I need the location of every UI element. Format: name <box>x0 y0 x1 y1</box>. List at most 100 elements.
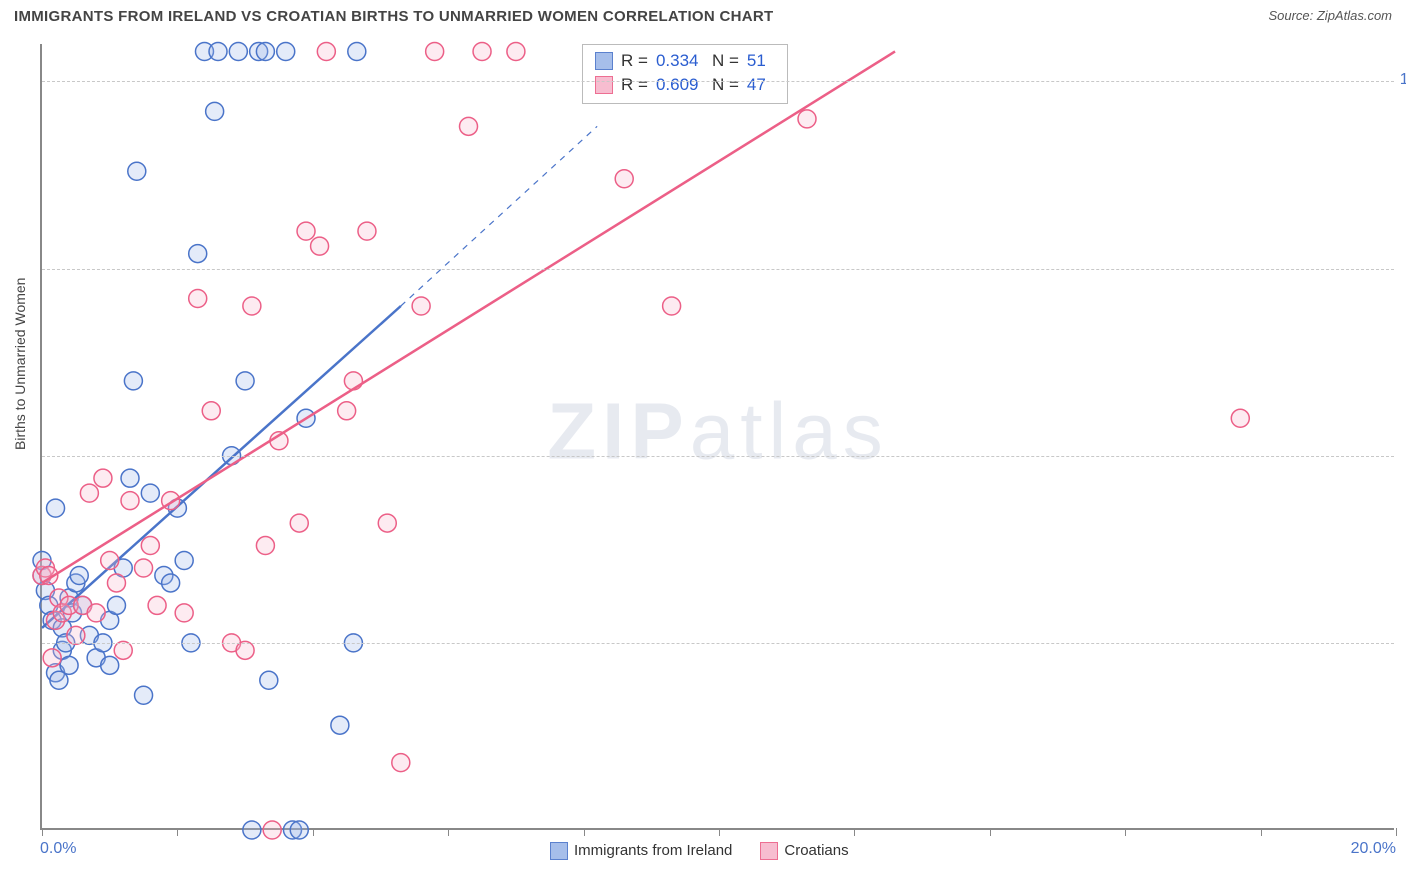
r-label: R = <box>621 73 648 97</box>
scatter-point-ireland <box>290 821 308 839</box>
x-tick-mark <box>990 828 991 836</box>
scatter-point-ireland <box>101 656 119 674</box>
scatter-point-croatian <box>798 110 816 128</box>
gridline <box>42 643 1394 644</box>
scatter-point-croatian <box>460 117 478 135</box>
scatter-point-croatian <box>243 297 261 315</box>
scatter-point-croatian <box>101 552 119 570</box>
stats-row-croatian: R = 0.609 N = 47 <box>595 73 775 97</box>
x-tick-mark <box>313 828 314 836</box>
scatter-point-croatian <box>121 492 139 510</box>
trend-line-ireland <box>42 306 401 628</box>
scatter-point-croatian <box>263 821 281 839</box>
scatter-point-ireland <box>60 656 78 674</box>
scatter-point-ireland <box>70 566 88 584</box>
scatter-point-ireland <box>236 372 254 390</box>
scatter-point-croatian <box>141 537 159 555</box>
stats-row-ireland: R = 0.334 N = 51 <box>595 49 775 73</box>
scatter-point-ireland <box>189 245 207 263</box>
scatter-point-ireland <box>121 469 139 487</box>
legend-item-ireland: Immigrants from Ireland <box>550 842 732 860</box>
scatter-point-croatian <box>114 641 132 659</box>
x-tick-mark <box>177 828 178 836</box>
scatter-point-ireland <box>348 42 366 60</box>
scatter-point-croatian <box>87 604 105 622</box>
x-tick-mark <box>42 828 43 836</box>
scatter-point-ireland <box>141 484 159 502</box>
scatter-point-croatian <box>378 514 396 532</box>
n-label: N = <box>712 49 739 73</box>
r-value-ireland: 0.334 <box>656 49 704 73</box>
legend-label-ireland: Immigrants from Ireland <box>574 842 732 859</box>
scatter-point-ireland <box>209 42 227 60</box>
scatter-point-croatian <box>175 604 193 622</box>
bottom-legend: Immigrants from Ireland Croatians <box>550 842 849 860</box>
scatter-point-ireland <box>124 372 142 390</box>
scatter-point-croatian <box>311 237 329 255</box>
chart-title: IMMIGRANTS FROM IRELAND VS CROATIAN BIRT… <box>14 8 774 25</box>
scatter-point-croatian <box>426 42 444 60</box>
scatter-point-ireland <box>256 42 274 60</box>
scatter-point-croatian <box>317 42 335 60</box>
trend-line-ireland-dashed <box>401 126 597 306</box>
plot-svg <box>42 44 1394 828</box>
scatter-point-ireland <box>162 574 180 592</box>
scatter-point-croatian <box>148 596 166 614</box>
title-bar: IMMIGRANTS FROM IRELAND VS CROATIAN BIRT… <box>0 8 1406 36</box>
x-tick-mark <box>854 828 855 836</box>
scatter-point-croatian <box>94 469 112 487</box>
legend-swatch-croatian <box>760 842 778 860</box>
gridline <box>42 456 1394 457</box>
source-label: Source: ZipAtlas.com <box>1268 8 1392 23</box>
scatter-point-croatian <box>615 170 633 188</box>
scatter-point-croatian <box>236 641 254 659</box>
n-label: N = <box>712 73 739 97</box>
scatter-point-croatian <box>189 290 207 308</box>
scatter-point-croatian <box>473 42 491 60</box>
scatter-point-ireland <box>331 716 349 734</box>
scatter-point-croatian <box>80 484 98 502</box>
scatter-point-ireland <box>229 42 247 60</box>
scatter-point-croatian <box>256 537 274 555</box>
x-tick-label-left: 0.0% <box>40 840 76 858</box>
scatter-point-croatian <box>338 402 356 420</box>
scatter-point-ireland <box>175 552 193 570</box>
scatter-point-ireland <box>243 821 261 839</box>
y-tick-label: 100.0% <box>1400 71 1406 89</box>
scatter-point-croatian <box>663 297 681 315</box>
gridline <box>42 269 1394 270</box>
scatter-point-croatian <box>507 42 525 60</box>
legend-label-croatian: Croatians <box>784 842 848 859</box>
scatter-point-croatian <box>358 222 376 240</box>
x-tick-mark <box>1396 828 1397 836</box>
x-tick-mark <box>448 828 449 836</box>
scatter-point-croatian <box>202 402 220 420</box>
n-value-croatian: 47 <box>747 73 775 97</box>
scatter-point-croatian <box>67 626 85 644</box>
legend-swatch-ireland <box>550 842 568 860</box>
stats-legend: R = 0.334 N = 51 R = 0.609 N = 47 <box>582 44 788 104</box>
x-tick-mark <box>719 828 720 836</box>
scatter-point-croatian <box>107 574 125 592</box>
scatter-point-ireland <box>206 102 224 120</box>
x-tick-mark <box>1261 828 1262 836</box>
scatter-point-ireland <box>128 162 146 180</box>
scatter-point-croatian <box>412 297 430 315</box>
r-value-croatian: 0.609 <box>656 73 704 97</box>
y-axis-label: Births to Unmarried Women <box>12 278 28 450</box>
scatter-point-croatian <box>135 559 153 577</box>
scatter-point-ireland <box>135 686 153 704</box>
scatter-point-croatian <box>290 514 308 532</box>
scatter-point-croatian <box>297 222 315 240</box>
x-tick-mark <box>584 828 585 836</box>
r-label: R = <box>621 49 648 73</box>
stats-swatch-croatian <box>595 76 613 94</box>
scatter-point-croatian <box>1231 409 1249 427</box>
scatter-plot: ZIPatlas R = 0.334 N = 51 R = 0.609 N = … <box>40 44 1394 830</box>
n-value-ireland: 51 <box>747 49 775 73</box>
x-tick-mark <box>1125 828 1126 836</box>
scatter-point-croatian <box>43 649 61 667</box>
legend-item-croatian: Croatians <box>760 842 848 860</box>
scatter-point-ireland <box>47 499 65 517</box>
scatter-point-ireland <box>277 42 295 60</box>
